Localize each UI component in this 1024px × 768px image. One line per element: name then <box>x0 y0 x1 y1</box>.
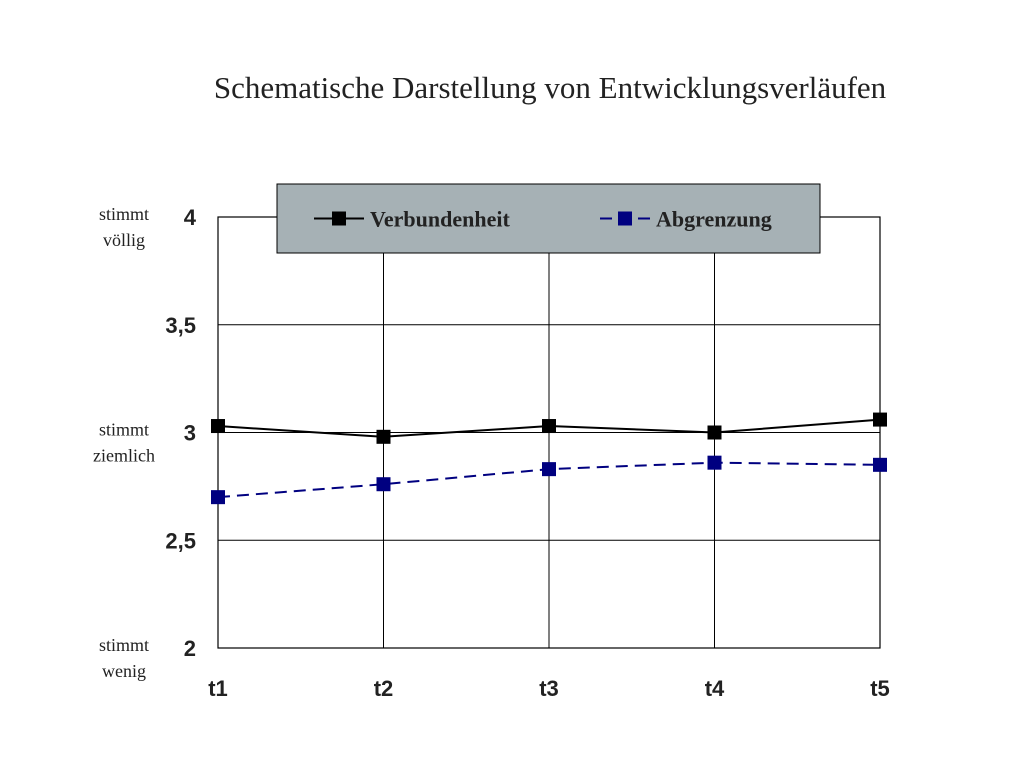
x-tick-label: t2 <box>374 676 394 701</box>
data-point-marker <box>211 490 225 505</box>
data-point-marker <box>211 419 225 434</box>
y-annotation-label: ziemlich <box>93 446 155 466</box>
y-tick-label: 3 <box>184 421 196 446</box>
series-abgrenzung <box>211 455 887 505</box>
y-annotation-label: völlig <box>103 230 145 250</box>
data-point-marker <box>873 457 887 472</box>
data-point-marker <box>376 429 391 444</box>
y-annotation-label: wenig <box>102 661 146 681</box>
data-point-marker <box>376 477 391 492</box>
y-annotation-label: stimmt <box>99 420 149 440</box>
x-tick-label: t3 <box>539 676 559 701</box>
legend-box <box>276 183 821 254</box>
data-point-marker <box>542 462 556 477</box>
data-point-marker <box>707 455 722 470</box>
chart-title: Schematische Darstellung von Entwicklung… <box>213 70 887 105</box>
x-tick-label: t4 <box>705 676 725 701</box>
x-tick-label: t5 <box>870 676 890 701</box>
data-point-marker <box>542 419 556 434</box>
y-tick-label: 3,5 <box>165 313 196 338</box>
legend-label: Verbundenheit <box>370 207 510 232</box>
legend: Verbundenheit Abgrenzung <box>276 183 821 254</box>
x-tick-label: t1 <box>208 676 228 701</box>
data-point-marker <box>707 425 722 440</box>
axis-layer: 2 2,5 3 3,5 4 t1 t2 t3 t4 t5 stimmt völlig stimmt zie… <box>93 204 890 701</box>
legend-swatch-marker <box>618 211 632 226</box>
data-point-marker <box>873 412 887 427</box>
series-verbundenheit <box>211 412 887 444</box>
y-tick-label: 2,5 <box>165 528 196 553</box>
y-tick-label: 4 <box>184 205 197 230</box>
y-annotation-label: stimmt <box>99 635 149 655</box>
legend-label: Abgrenzung <box>656 207 772 232</box>
legend-swatch-marker <box>332 211 346 226</box>
y-annotation-label: stimmt <box>99 204 149 224</box>
y-tick-label: 2 <box>184 636 196 661</box>
series-layer <box>211 412 887 505</box>
